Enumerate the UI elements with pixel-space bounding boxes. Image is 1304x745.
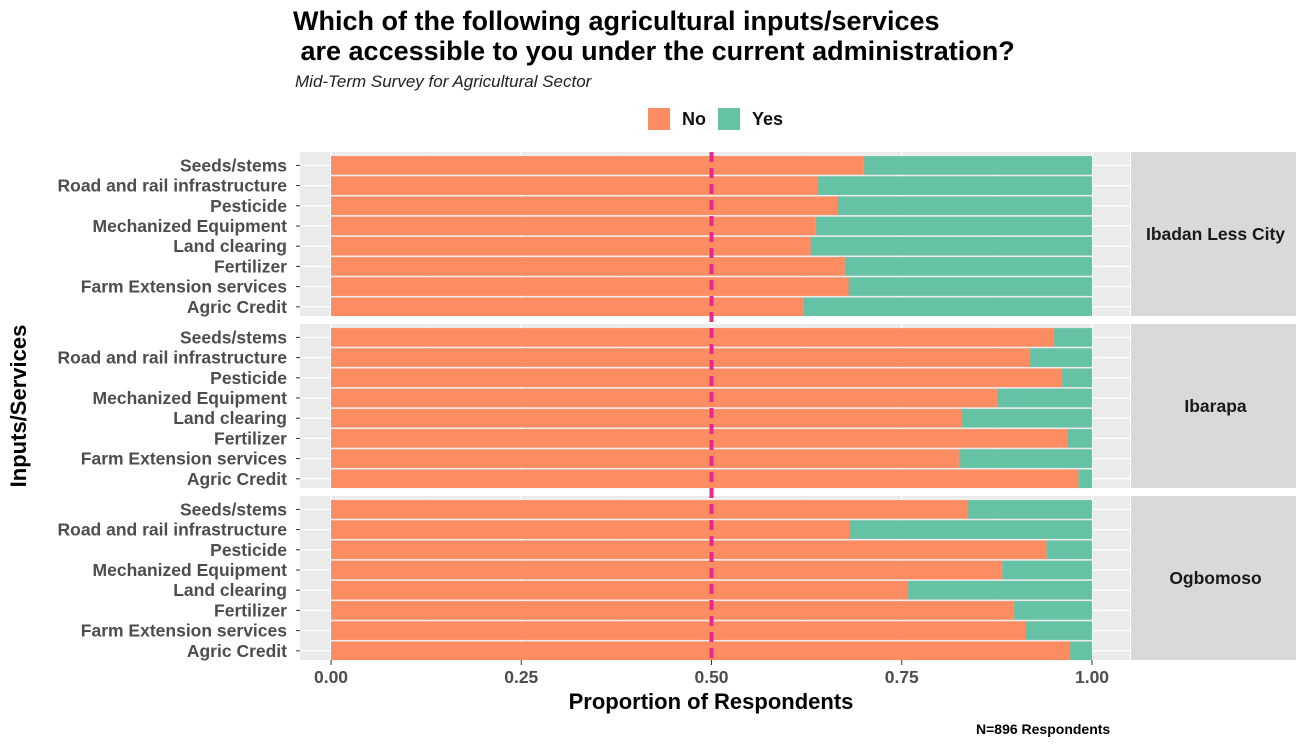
bar-yes (1078, 469, 1092, 489)
bar-yes (837, 196, 1092, 216)
chart-title-line-2: are accessible to you under the current … (293, 36, 1015, 66)
y-tick-label: Road and rail infrastructure (58, 348, 288, 368)
bar-yes (1029, 348, 1092, 367)
y-tick-label: Land clearing (173, 408, 287, 428)
bar-no (331, 156, 864, 175)
bar-yes (1061, 368, 1092, 388)
facet-label: Ibadan Less City (1146, 224, 1285, 244)
bar-no (331, 176, 819, 195)
bar-no (331, 216, 816, 236)
x-axis-title: Proportion of Respondents (569, 689, 854, 714)
legend-label-no: No (682, 108, 706, 129)
y-tick-label: Farm Extension services (81, 449, 287, 469)
facet-strip (1131, 152, 1296, 316)
legend: No Yes (648, 106, 795, 132)
bar-no (331, 348, 1030, 367)
panel-background (300, 496, 1130, 660)
y-tick-label: Fertilizer (214, 256, 287, 276)
bar-no (331, 429, 1067, 448)
bar-no (331, 408, 962, 428)
x-tick-label: 0.25 (504, 667, 538, 687)
bar-yes (958, 449, 1092, 468)
bar-no (331, 621, 1026, 640)
bar-yes (967, 500, 1092, 519)
bar-no (331, 328, 1054, 347)
legend-key-yes (718, 108, 740, 130)
bar-yes (1002, 560, 1092, 580)
y-tick-label: Seeds/stems (180, 155, 287, 175)
bar-no (331, 469, 1079, 489)
legend-label-yes: Yes (752, 108, 784, 129)
bar-no (331, 641, 1070, 661)
bar-yes (996, 388, 1092, 408)
y-tick-label: Mechanized Equipment (93, 560, 288, 580)
bar-no (331, 500, 968, 519)
bar-no (331, 257, 845, 276)
bar-no (331, 449, 959, 468)
bar-yes (802, 297, 1092, 317)
x-tick-label: 1.00 (1075, 667, 1109, 687)
y-tick-label: Mechanized Equipment (93, 388, 288, 408)
chart-title-line-1: Which of the following agricultural inpu… (293, 6, 940, 36)
bar-no (331, 196, 838, 216)
panel-background (300, 324, 1130, 488)
y-tick-label: Fertilizer (214, 428, 287, 448)
bar-yes (850, 520, 1092, 539)
bar-yes (848, 277, 1092, 296)
y-tick-label: Seeds/stems (180, 327, 287, 347)
bar-yes (961, 408, 1092, 428)
y-tick-label: Pesticide (210, 368, 287, 388)
bar-no (331, 580, 908, 600)
facet-strip (1131, 496, 1296, 660)
y-axis-title: Inputs/Services (6, 325, 31, 488)
y-tick-label: Farm Extension services (81, 621, 287, 641)
bar-no (331, 520, 851, 539)
panel-background (300, 152, 1130, 316)
y-tick-label: Pesticide (210, 196, 287, 216)
y-tick-label: Land clearing (173, 236, 287, 256)
y-tick-label: Agric Credit (187, 469, 287, 489)
y-tick-label: Farm Extension services (81, 277, 287, 297)
bar-yes (815, 216, 1092, 236)
bar-no (331, 368, 1062, 388)
bar-yes (863, 156, 1092, 175)
y-tick-label: Road and rail infrastructure (58, 176, 288, 196)
bar-no (331, 388, 997, 408)
bar-yes (844, 257, 1092, 276)
y-tick-label: Pesticide (210, 540, 287, 560)
bar-no (331, 297, 803, 317)
bar-yes (1053, 328, 1092, 347)
bar-no (331, 236, 811, 256)
chart-subtitle: Mid-Term Survey for Agricultural Sector (295, 72, 592, 91)
bar-yes (1069, 641, 1092, 661)
bar-yes (1013, 601, 1092, 620)
bar-yes (907, 580, 1092, 600)
y-tick-label: Seeds/stems (180, 499, 287, 519)
chart-caption: N=896 Respondents (976, 721, 1111, 737)
x-tick-label: 0.00 (314, 667, 348, 687)
bar-yes (1046, 540, 1092, 560)
y-tick-label: Agric Credit (187, 641, 287, 661)
facet-label: Ogbomoso (1169, 568, 1261, 588)
bar-yes (810, 236, 1092, 256)
bar-no (331, 601, 1014, 620)
facet-label: Ibarapa (1184, 396, 1247, 416)
y-tick-label: Mechanized Equipment (93, 216, 288, 236)
bar-no (331, 277, 849, 296)
y-tick-label: Fertilizer (214, 600, 287, 620)
bar-yes (818, 176, 1092, 195)
bar-yes (1025, 621, 1092, 640)
y-tick-label: Agric Credit (187, 297, 287, 317)
bar-yes (1066, 429, 1092, 448)
facet-strip (1131, 324, 1296, 488)
x-tick-label: 0.75 (885, 667, 919, 687)
y-tick-label: Land clearing (173, 580, 287, 600)
y-tick-label: Road and rail infrastructure (58, 520, 288, 540)
bar-no (331, 560, 1003, 580)
x-tick-label: 0.50 (694, 667, 728, 687)
legend-key-no (648, 108, 670, 130)
bar-no (331, 540, 1047, 560)
